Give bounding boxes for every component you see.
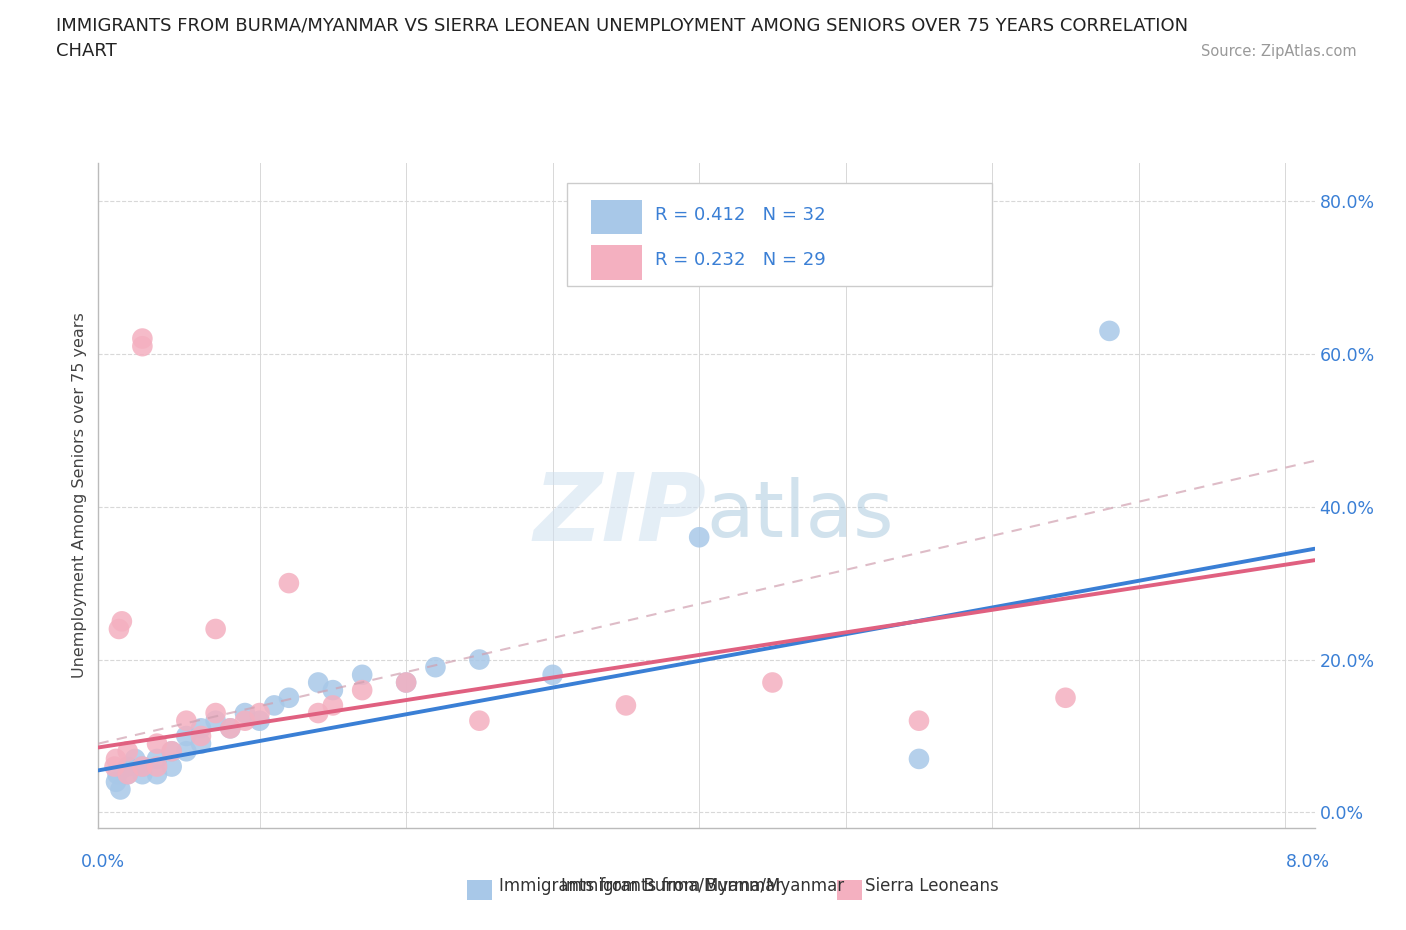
Point: [219, 721, 242, 736]
Point: [614, 698, 637, 713]
Point: [204, 621, 226, 636]
Point: [908, 751, 931, 766]
Point: [204, 706, 226, 721]
Point: [1054, 690, 1077, 705]
Text: 8.0%: 8.0%: [1285, 853, 1330, 870]
Point: [688, 530, 710, 545]
Point: [190, 728, 212, 743]
Text: Source: ZipAtlas.com: Source: ZipAtlas.com: [1201, 44, 1357, 59]
Point: [160, 744, 183, 759]
Point: [146, 737, 169, 751]
Text: IMMIGRANTS FROM BURMA/MYANMAR VS SIERRA LEONEAN UNEMPLOYMENT AMONG SENIORS OVER : IMMIGRANTS FROM BURMA/MYANMAR VS SIERRA …: [56, 17, 1188, 34]
Point: [110, 782, 132, 797]
Text: R = 0.232   N = 29: R = 0.232 N = 29: [655, 251, 827, 269]
Point: [176, 744, 198, 759]
Point: [107, 766, 129, 781]
Point: [307, 675, 329, 690]
Point: [352, 683, 374, 698]
Point: [160, 744, 183, 759]
Point: [425, 659, 447, 674]
Point: [908, 713, 931, 728]
Y-axis label: Unemployment Among Seniors over 75 years: Unemployment Among Seniors over 75 years: [72, 312, 87, 678]
Point: [103, 759, 125, 774]
FancyBboxPatch shape: [591, 246, 643, 280]
Point: [468, 652, 491, 667]
Point: [277, 576, 299, 591]
Point: [131, 759, 153, 774]
Point: [146, 766, 169, 781]
Point: [131, 766, 153, 781]
Point: [468, 713, 491, 728]
Text: ZIP: ZIP: [534, 469, 707, 561]
Point: [263, 698, 285, 713]
Point: [146, 751, 169, 766]
Point: [117, 744, 139, 759]
Point: [117, 766, 139, 781]
Text: R = 0.412   N = 32: R = 0.412 N = 32: [655, 206, 827, 223]
Point: [105, 751, 128, 766]
Point: [108, 621, 131, 636]
Point: [233, 713, 256, 728]
FancyBboxPatch shape: [467, 880, 492, 900]
Point: [131, 759, 153, 774]
Point: [176, 728, 198, 743]
Point: [249, 706, 271, 721]
Point: [307, 706, 329, 721]
Text: Immigrants from Burma/Myanmar: Immigrants from Burma/Myanmar: [561, 877, 845, 895]
Point: [204, 713, 226, 728]
Text: CHART: CHART: [56, 42, 117, 60]
Point: [117, 759, 139, 774]
Point: [124, 751, 146, 766]
Point: [352, 668, 374, 683]
Point: [160, 759, 183, 774]
Point: [105, 775, 128, 790]
Text: atlas: atlas: [707, 477, 894, 553]
Point: [322, 698, 344, 713]
Point: [541, 668, 564, 683]
Point: [761, 675, 783, 690]
Point: [146, 759, 169, 774]
FancyBboxPatch shape: [837, 880, 862, 900]
Point: [117, 766, 139, 781]
Point: [111, 614, 134, 629]
Point: [131, 339, 153, 353]
Point: [131, 331, 153, 346]
Point: [190, 721, 212, 736]
Point: [190, 737, 212, 751]
Point: [233, 706, 256, 721]
Text: 0.0%: 0.0%: [80, 853, 125, 870]
Point: [322, 683, 344, 698]
Point: [395, 675, 418, 690]
Point: [277, 690, 299, 705]
FancyBboxPatch shape: [591, 200, 643, 234]
Point: [219, 721, 242, 736]
FancyBboxPatch shape: [567, 182, 993, 286]
Point: [176, 713, 198, 728]
Text: Sierra Leoneans: Sierra Leoneans: [865, 877, 998, 895]
Point: [249, 713, 271, 728]
Point: [1098, 324, 1121, 339]
Point: [395, 675, 418, 690]
Text: Immigrants from Burma/Myanmar: Immigrants from Burma/Myanmar: [499, 877, 782, 895]
